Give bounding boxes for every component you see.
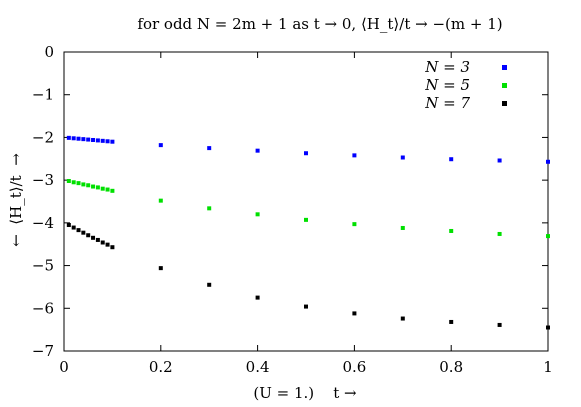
data-point xyxy=(100,240,105,245)
series-1 xyxy=(66,135,550,164)
data-point xyxy=(81,137,86,142)
series-2 xyxy=(66,178,550,239)
data-point xyxy=(255,148,260,153)
data-point xyxy=(497,231,502,236)
legend-marker xyxy=(502,83,507,88)
y-tick-label: −4 xyxy=(32,214,54,232)
data-point xyxy=(91,137,96,142)
y-tick-label: 0 xyxy=(44,43,54,61)
data-point xyxy=(304,304,308,309)
data-point xyxy=(546,325,550,330)
data-point xyxy=(400,155,405,160)
data-point xyxy=(66,178,71,183)
chart-title: for odd N = 2m + 1 as t → 0, ⟨H_t⟩/t → −… xyxy=(137,15,502,33)
data-point xyxy=(91,184,96,189)
data-point xyxy=(207,282,212,287)
data-point xyxy=(110,139,115,144)
legend-marker xyxy=(502,65,507,70)
data-point xyxy=(95,185,100,190)
data-point xyxy=(95,237,100,242)
x-tick-label: 0.2 xyxy=(149,358,173,376)
data-point xyxy=(352,222,357,227)
data-point xyxy=(497,322,502,327)
data-point xyxy=(546,159,550,164)
data-point xyxy=(86,233,91,238)
data-point xyxy=(71,180,76,185)
data-point xyxy=(105,139,110,144)
legend-label: N = 3 xyxy=(424,58,470,76)
data-point xyxy=(304,151,308,156)
data-point xyxy=(158,266,163,271)
y-tick-label: −2 xyxy=(32,128,54,146)
data-point xyxy=(449,228,454,233)
data-point xyxy=(352,153,357,158)
x-tick-label: 0.6 xyxy=(342,358,366,376)
legend-marker xyxy=(502,101,507,106)
axes: 0 0.2 0.4 0.6 0.8 1 0 −1 −2 −3 −4 −5 −6 −7 xyxy=(32,43,553,376)
plot-frame xyxy=(63,51,549,352)
data-point xyxy=(76,228,81,233)
x-tick-label: 1 xyxy=(543,358,553,376)
y-tick-label: −5 xyxy=(32,257,54,275)
legend-label: N = 7 xyxy=(424,94,470,112)
data-point xyxy=(352,311,357,316)
data-point xyxy=(66,222,71,227)
data-point xyxy=(400,225,405,230)
y-tick-label: −1 xyxy=(32,86,54,104)
data-point xyxy=(76,136,81,141)
data-point xyxy=(255,295,260,300)
data-point xyxy=(86,137,91,142)
data-point xyxy=(95,138,100,143)
data-point xyxy=(71,136,76,141)
data-point xyxy=(105,242,110,247)
data-point xyxy=(110,188,115,193)
data-point xyxy=(81,182,86,187)
data-point xyxy=(91,235,96,240)
series-3 xyxy=(66,222,550,330)
legend-label: N = 5 xyxy=(424,76,470,94)
x-tick-label: 0.4 xyxy=(246,358,270,376)
data-point xyxy=(66,135,71,140)
data-point xyxy=(100,138,105,143)
x-tick-label: 0 xyxy=(59,358,69,376)
x-tick-label: 0.8 xyxy=(439,358,463,376)
data-point xyxy=(449,319,454,324)
y-tick-label: −3 xyxy=(32,171,54,189)
data-point xyxy=(71,225,76,230)
data-point xyxy=(400,316,405,321)
data-point xyxy=(255,212,260,217)
y-axis-label: ← ⟨H_t⟩/t → xyxy=(7,153,25,247)
data-point xyxy=(105,187,110,192)
data-point xyxy=(110,245,115,250)
data-point xyxy=(546,234,550,239)
data-point xyxy=(497,158,502,163)
data-points xyxy=(66,135,550,330)
data-point xyxy=(158,143,163,148)
legend: N = 3N = 5N = 7 xyxy=(424,58,507,112)
data-point xyxy=(76,181,81,186)
data-point xyxy=(207,146,212,151)
x-axis-label: (U = 1.) t → xyxy=(253,384,357,402)
y-tick-label: −6 xyxy=(32,299,54,317)
data-point xyxy=(304,217,308,222)
data-point xyxy=(86,183,91,188)
data-point xyxy=(449,157,454,162)
data-point xyxy=(158,198,163,203)
data-point xyxy=(207,206,212,211)
data-point xyxy=(100,186,105,191)
y-tick-label: −7 xyxy=(32,342,54,360)
data-point xyxy=(81,230,86,235)
